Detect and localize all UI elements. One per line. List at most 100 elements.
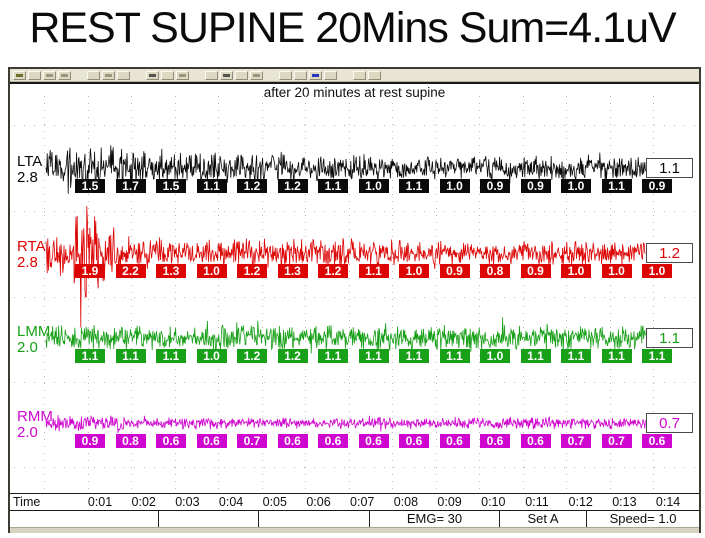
minute-value-chip: 1.5: [75, 179, 105, 193]
toolbar-separator: [191, 75, 203, 76]
toolbar-button[interactable]: [146, 70, 159, 80]
toolbar-button[interactable]: [353, 70, 366, 80]
status-cell-empty: [259, 511, 370, 527]
toolbar-button-glyph: [16, 73, 23, 77]
minute-value-chip: 1.0: [196, 349, 227, 363]
emg-window: after 20 minutes at rest supine LTA 2.8 1…: [8, 67, 701, 533]
toolbar-button[interactable]: [117, 70, 130, 80]
toolbar-button-glyph: [61, 73, 68, 77]
window-bottom-edge: [10, 527, 699, 533]
time-axis: Time 0:01 0:02 0:03 0:04 0:05 0:06 0:07 0:08 0:0…: [10, 494, 699, 511]
status-cell-emg: EMG= 30: [370, 511, 500, 527]
time-tick: 0:02: [131, 495, 156, 509]
minute-value-chip: 0.7: [237, 434, 267, 448]
minute-value-chip: 1.2: [237, 349, 267, 363]
toolbar-button-glyph: [46, 73, 53, 77]
minute-value-chip: 1.1: [439, 349, 470, 363]
minute-value-chip: 1.1: [399, 179, 429, 193]
toolbar-button-glyph: [105, 73, 112, 77]
time-tick: 0:11: [525, 495, 549, 509]
toolbar-button[interactable]: [309, 70, 322, 80]
channel-label-rta: RTA 2.8: [17, 238, 46, 271]
minute-value-chip: 1.1: [75, 349, 105, 363]
vertical-gridline: [653, 96, 654, 489]
chart-subtitle: after 20 minutes at rest supine: [263, 85, 446, 100]
time-tick: 0:03: [175, 495, 200, 509]
time-tick: 0:07: [350, 495, 375, 509]
vertical-gridline: [44, 96, 45, 489]
horizontal-gridline: [14, 211, 695, 212]
minute-value-chip: 1.0: [480, 349, 510, 363]
horizontal-gridline: [14, 382, 695, 383]
minute-value-chip: 1.2: [318, 264, 348, 278]
toolbar-button[interactable]: [279, 70, 292, 80]
time-tick: 0:08: [393, 495, 419, 509]
status-cell-empty: [159, 511, 259, 527]
toolbar-button[interactable]: [176, 70, 189, 80]
minute-value-chip: 1.2: [277, 349, 308, 363]
toolbar-button[interactable]: [43, 70, 56, 80]
minute-value-chip: 1.1: [601, 179, 632, 193]
minute-value-chip: 1.0: [642, 264, 672, 278]
minute-value-chip: 0.9: [520, 264, 551, 278]
vertical-gridline: [566, 96, 567, 489]
status-cell-set-a: Set A: [500, 511, 587, 527]
minute-value-chip: 1.0: [601, 264, 632, 278]
minute-value-chip: 0.8: [115, 434, 146, 448]
toolbar-separator: [339, 75, 351, 76]
minute-value-chip: 1.1: [520, 349, 551, 363]
minute-value-chip: 0.6: [156, 434, 186, 448]
time-tick: 0:12: [568, 495, 593, 509]
toolbar-button[interactable]: [220, 70, 233, 80]
toolbar-button[interactable]: [102, 70, 115, 80]
minute-value-chip: 0.9: [642, 179, 672, 193]
minute-value-chip: 1.0: [561, 179, 591, 193]
minute-value-chip: 1.0: [399, 264, 429, 278]
toolbar-button-glyph: [179, 73, 186, 77]
toolbar-button[interactable]: [368, 70, 381, 80]
vertical-gridline: [87, 96, 89, 489]
toolbar-button[interactable]: [250, 70, 263, 80]
toolbar-button[interactable]: [87, 70, 100, 80]
minute-value-chip: 0.6: [277, 434, 308, 448]
minute-value-chip: 1.1: [601, 349, 632, 363]
toolbar-button[interactable]: [235, 70, 248, 80]
minute-value-chip: 1.1: [156, 349, 186, 363]
time-tick: 0:05: [262, 495, 287, 509]
minute-value-chip: 1.1: [358, 349, 389, 363]
minute-value-chip: 0.6: [642, 434, 672, 448]
toolbar-button[interactable]: [161, 70, 174, 80]
horizontal-gridline: [14, 467, 695, 468]
minute-value-chip: 1.2: [277, 179, 308, 193]
minute-value-chip: 1.0: [196, 264, 227, 278]
minute-value-chip: 1.1: [318, 179, 348, 193]
minute-value-chip: 1.0: [439, 179, 470, 193]
minute-value-chip: 1.1: [561, 349, 591, 363]
toolbar-button-glyph: [312, 73, 319, 77]
minute-value-chip: 0.6: [358, 434, 389, 448]
emg-waveform-rta: [45, 206, 646, 328]
vertical-gridline: [522, 96, 524, 489]
toolbar-button[interactable]: [324, 70, 337, 80]
minute-values-row-rmm: 0.9 0.8 0.6 0.6 0.7 0.6 0.6 0.6 0.6 0.6 0.6 0.6 0.7 0…: [75, 434, 672, 448]
minute-value-chip: 1.1: [642, 349, 672, 363]
toolbar-button[interactable]: [28, 70, 41, 80]
vertical-gridline: [218, 96, 219, 489]
vertical-gridline: [305, 96, 306, 489]
minute-values-row-rta: 1.9 2.2 1.3 1.0 1.2 1.3 1.2 1.1 1.0 0.9 0.8 0.9 1.0 1…: [75, 264, 672, 278]
horizontal-gridline: [14, 297, 695, 298]
toolbar-button-glyph: [149, 73, 156, 77]
toolbar-button[interactable]: [58, 70, 71, 80]
toolbar-button[interactable]: [205, 70, 218, 80]
channel-label-rmm: RMM 2.0: [17, 408, 53, 441]
toolbar-button[interactable]: [294, 70, 307, 80]
minute-value-chip: 0.6: [196, 434, 227, 448]
vertical-gridline: [609, 96, 611, 489]
current-value-box-rta: 1.2: [646, 243, 693, 263]
vertical-gridline: [174, 96, 176, 489]
time-tick: 0:10: [481, 495, 506, 509]
toolbar-button[interactable]: [13, 70, 26, 80]
minute-value-chip: 2.2: [115, 264, 146, 278]
time-axis-label: Time: [13, 495, 41, 509]
minute-value-chip: 0.6: [318, 434, 348, 448]
